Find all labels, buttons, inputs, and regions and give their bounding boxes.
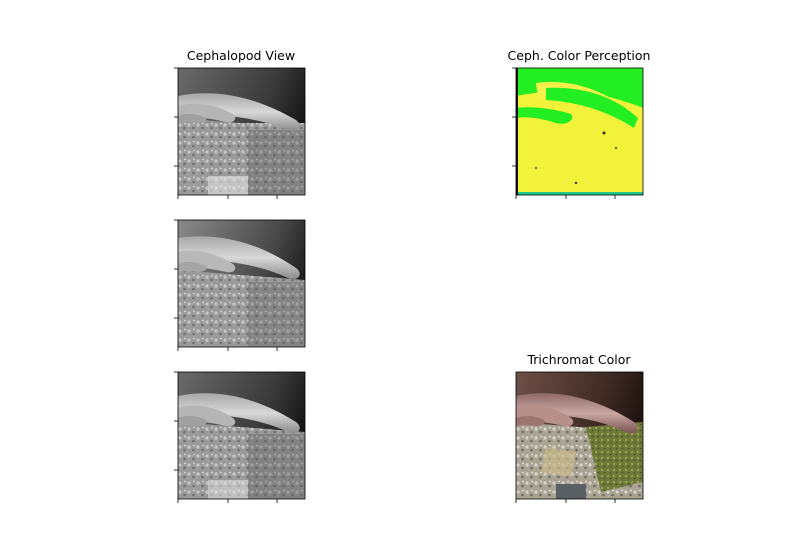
title-cephalopod-view: Cephalopod View (186, 48, 296, 63)
panel-bottom-grayscale (172, 367, 312, 507)
panel-mid-grayscale (172, 215, 312, 355)
panel-cephalopod-view (172, 63, 312, 203)
panel-ceph-color-perception (510, 63, 650, 203)
title-trichromat-color: Trichromat Color (527, 352, 631, 367)
title-ceph-color-perception: Ceph. Color Perception (507, 48, 651, 63)
panel-ticks (174, 67, 278, 199)
panel-trichromat-color (510, 367, 650, 507)
